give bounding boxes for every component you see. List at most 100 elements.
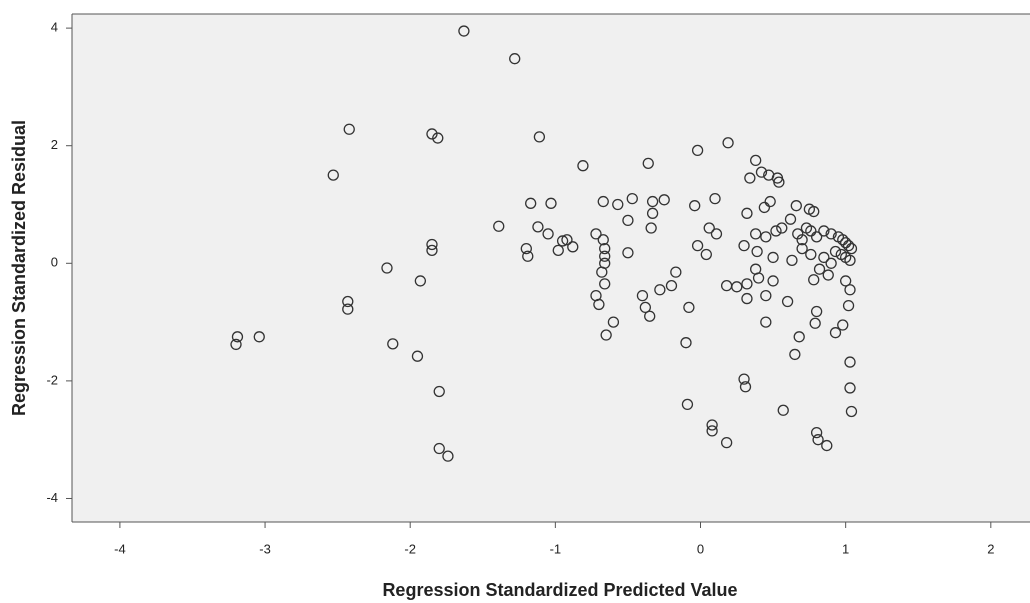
- point: [751, 245, 763, 258]
- point: [829, 327, 842, 339]
- point: [821, 439, 833, 452]
- x-tick-label: -1: [550, 541, 562, 556]
- point: [813, 263, 826, 275]
- point: [646, 207, 659, 219]
- point: [552, 244, 564, 257]
- point: [844, 382, 856, 394]
- point: [706, 419, 718, 431]
- point: [842, 240, 855, 252]
- point: [683, 301, 695, 314]
- point: [597, 195, 609, 208]
- point: [689, 200, 701, 212]
- point: [599, 250, 611, 262]
- point: [680, 337, 692, 349]
- y-axis-title: Regression Standardized Residual: [9, 120, 29, 416]
- point: [722, 137, 734, 149]
- point: [545, 197, 557, 209]
- point: [342, 303, 354, 315]
- point: [738, 240, 750, 252]
- point: [433, 385, 445, 398]
- point: [809, 317, 821, 329]
- point: [810, 231, 823, 243]
- point: [706, 425, 718, 437]
- x-tick-label: 1: [842, 541, 849, 556]
- point: [760, 316, 772, 328]
- point: [426, 244, 438, 257]
- point: [600, 329, 612, 341]
- x-tick-label: 2: [987, 541, 994, 556]
- point: [744, 172, 756, 184]
- point: [639, 301, 651, 314]
- point: [822, 269, 834, 281]
- point: [532, 221, 544, 233]
- x-axis-title: Regression Standardized Predicted Value: [382, 580, 737, 600]
- point: [767, 251, 779, 264]
- point: [432, 132, 444, 144]
- point: [796, 234, 808, 246]
- point: [731, 281, 743, 293]
- y-tick-label: -4: [46, 490, 58, 505]
- point: [622, 247, 634, 259]
- point: [840, 275, 852, 287]
- point: [520, 242, 532, 255]
- point: [327, 169, 339, 181]
- point: [556, 235, 569, 247]
- point: [509, 53, 521, 65]
- y-tick-label: 4: [51, 20, 58, 35]
- point: [343, 123, 355, 135]
- point: [567, 241, 579, 253]
- point: [593, 298, 605, 311]
- point: [810, 426, 823, 439]
- point: [738, 373, 750, 385]
- point: [842, 299, 855, 312]
- point: [818, 251, 830, 264]
- point: [829, 245, 842, 258]
- point: [844, 254, 856, 267]
- x-tick-label: -2: [404, 541, 416, 556]
- point: [739, 381, 752, 393]
- point: [760, 289, 772, 302]
- x-tick-label: -4: [114, 541, 126, 556]
- point: [642, 157, 654, 169]
- point: [845, 242, 858, 255]
- point: [840, 237, 852, 249]
- point: [561, 234, 573, 246]
- point: [230, 338, 242, 351]
- point: [542, 228, 554, 240]
- point: [741, 292, 753, 305]
- point: [709, 192, 721, 205]
- point: [665, 279, 678, 292]
- point: [796, 242, 808, 255]
- point: [781, 295, 794, 308]
- point: [770, 225, 782, 237]
- point: [790, 200, 802, 212]
- point: [741, 207, 753, 219]
- point: [522, 250, 534, 262]
- point: [808, 274, 820, 286]
- point: [626, 192, 638, 205]
- point: [599, 278, 611, 290]
- point: [493, 220, 505, 232]
- point: [844, 284, 856, 296]
- point: [837, 234, 849, 246]
- point: [844, 356, 856, 368]
- point: [533, 131, 546, 143]
- point: [755, 166, 768, 178]
- x-tick-label: 0: [697, 541, 704, 556]
- point: [825, 228, 837, 240]
- point: [597, 234, 609, 246]
- point: [752, 272, 765, 284]
- point: [818, 225, 830, 237]
- point: [644, 310, 656, 322]
- point: [622, 214, 634, 227]
- point: [786, 254, 798, 267]
- point: [612, 198, 624, 211]
- point: [750, 154, 762, 167]
- point: [645, 222, 657, 234]
- point: [253, 331, 265, 343]
- y-tick-label: -2: [46, 372, 58, 387]
- point: [758, 201, 771, 214]
- point: [805, 225, 817, 237]
- point: [590, 228, 602, 240]
